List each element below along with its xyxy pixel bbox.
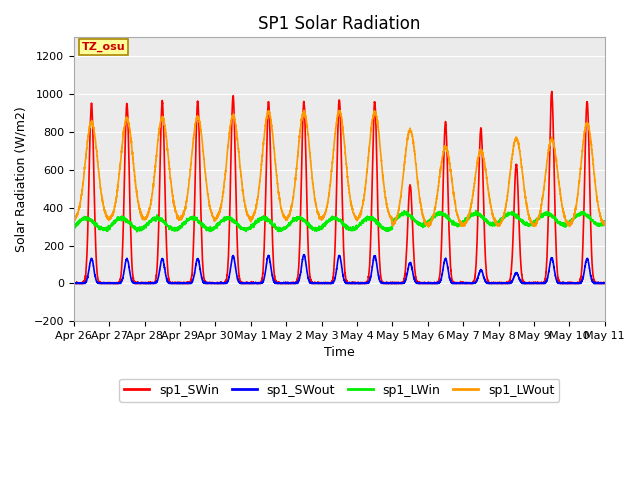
Line: sp1_LWout: sp1_LWout [74,110,605,227]
sp1_SWin [70,279,77,285]
Y-axis label: Solar Radiation (W/m2): Solar Radiation (W/m2) [15,107,28,252]
Text: TZ_osu: TZ_osu [82,42,125,52]
Line: sp1_SWout: sp1_SWout [74,254,605,283]
sp1_LWin [472,208,479,214]
sp1_SWin [601,280,609,286]
sp1_LWin [601,218,609,224]
sp1_LWout [429,216,436,221]
sp1_LWin [429,215,436,220]
sp1_LWout [458,220,466,226]
sp1_SWout [300,252,308,257]
sp1_SWin [70,280,77,286]
sp1_SWin [548,88,556,94]
sp1_SWout [488,280,496,286]
sp1_SWin [319,280,327,286]
sp1_LWin [488,223,496,229]
Line: sp1_LWin: sp1_LWin [74,211,605,232]
sp1_SWin [600,280,608,286]
sp1_SWout [319,280,327,286]
sp1_SWin [488,280,496,286]
Line: sp1_SWin: sp1_SWin [74,91,605,283]
sp1_SWout [458,280,466,286]
sp1_LWout [165,163,173,168]
sp1_SWout [600,280,608,286]
X-axis label: Time: Time [324,347,355,360]
sp1_LWout [600,221,608,227]
sp1_SWin [429,280,436,286]
sp1_LWout [70,216,77,222]
Legend: sp1_SWin, sp1_SWout, sp1_LWin, sp1_LWout: sp1_SWin, sp1_SWout, sp1_LWin, sp1_LWout [119,379,559,402]
sp1_LWin [166,225,173,231]
sp1_LWout [300,108,308,113]
sp1_SWout [429,280,436,286]
sp1_SWout [70,280,77,286]
sp1_LWout [425,224,433,230]
sp1_SWin [458,280,466,286]
sp1_LWin [133,229,141,235]
sp1_LWin [70,224,77,229]
sp1_LWin [319,222,327,228]
Title: SP1 Solar Radiation: SP1 Solar Radiation [258,15,420,33]
sp1_LWin [458,219,466,225]
sp1_LWin [600,221,608,227]
sp1_SWout [165,280,173,286]
sp1_SWin [166,279,173,285]
sp1_LWout [601,219,609,225]
sp1_LWout [488,212,496,217]
sp1_SWout [601,280,609,286]
sp1_LWout [319,215,327,220]
